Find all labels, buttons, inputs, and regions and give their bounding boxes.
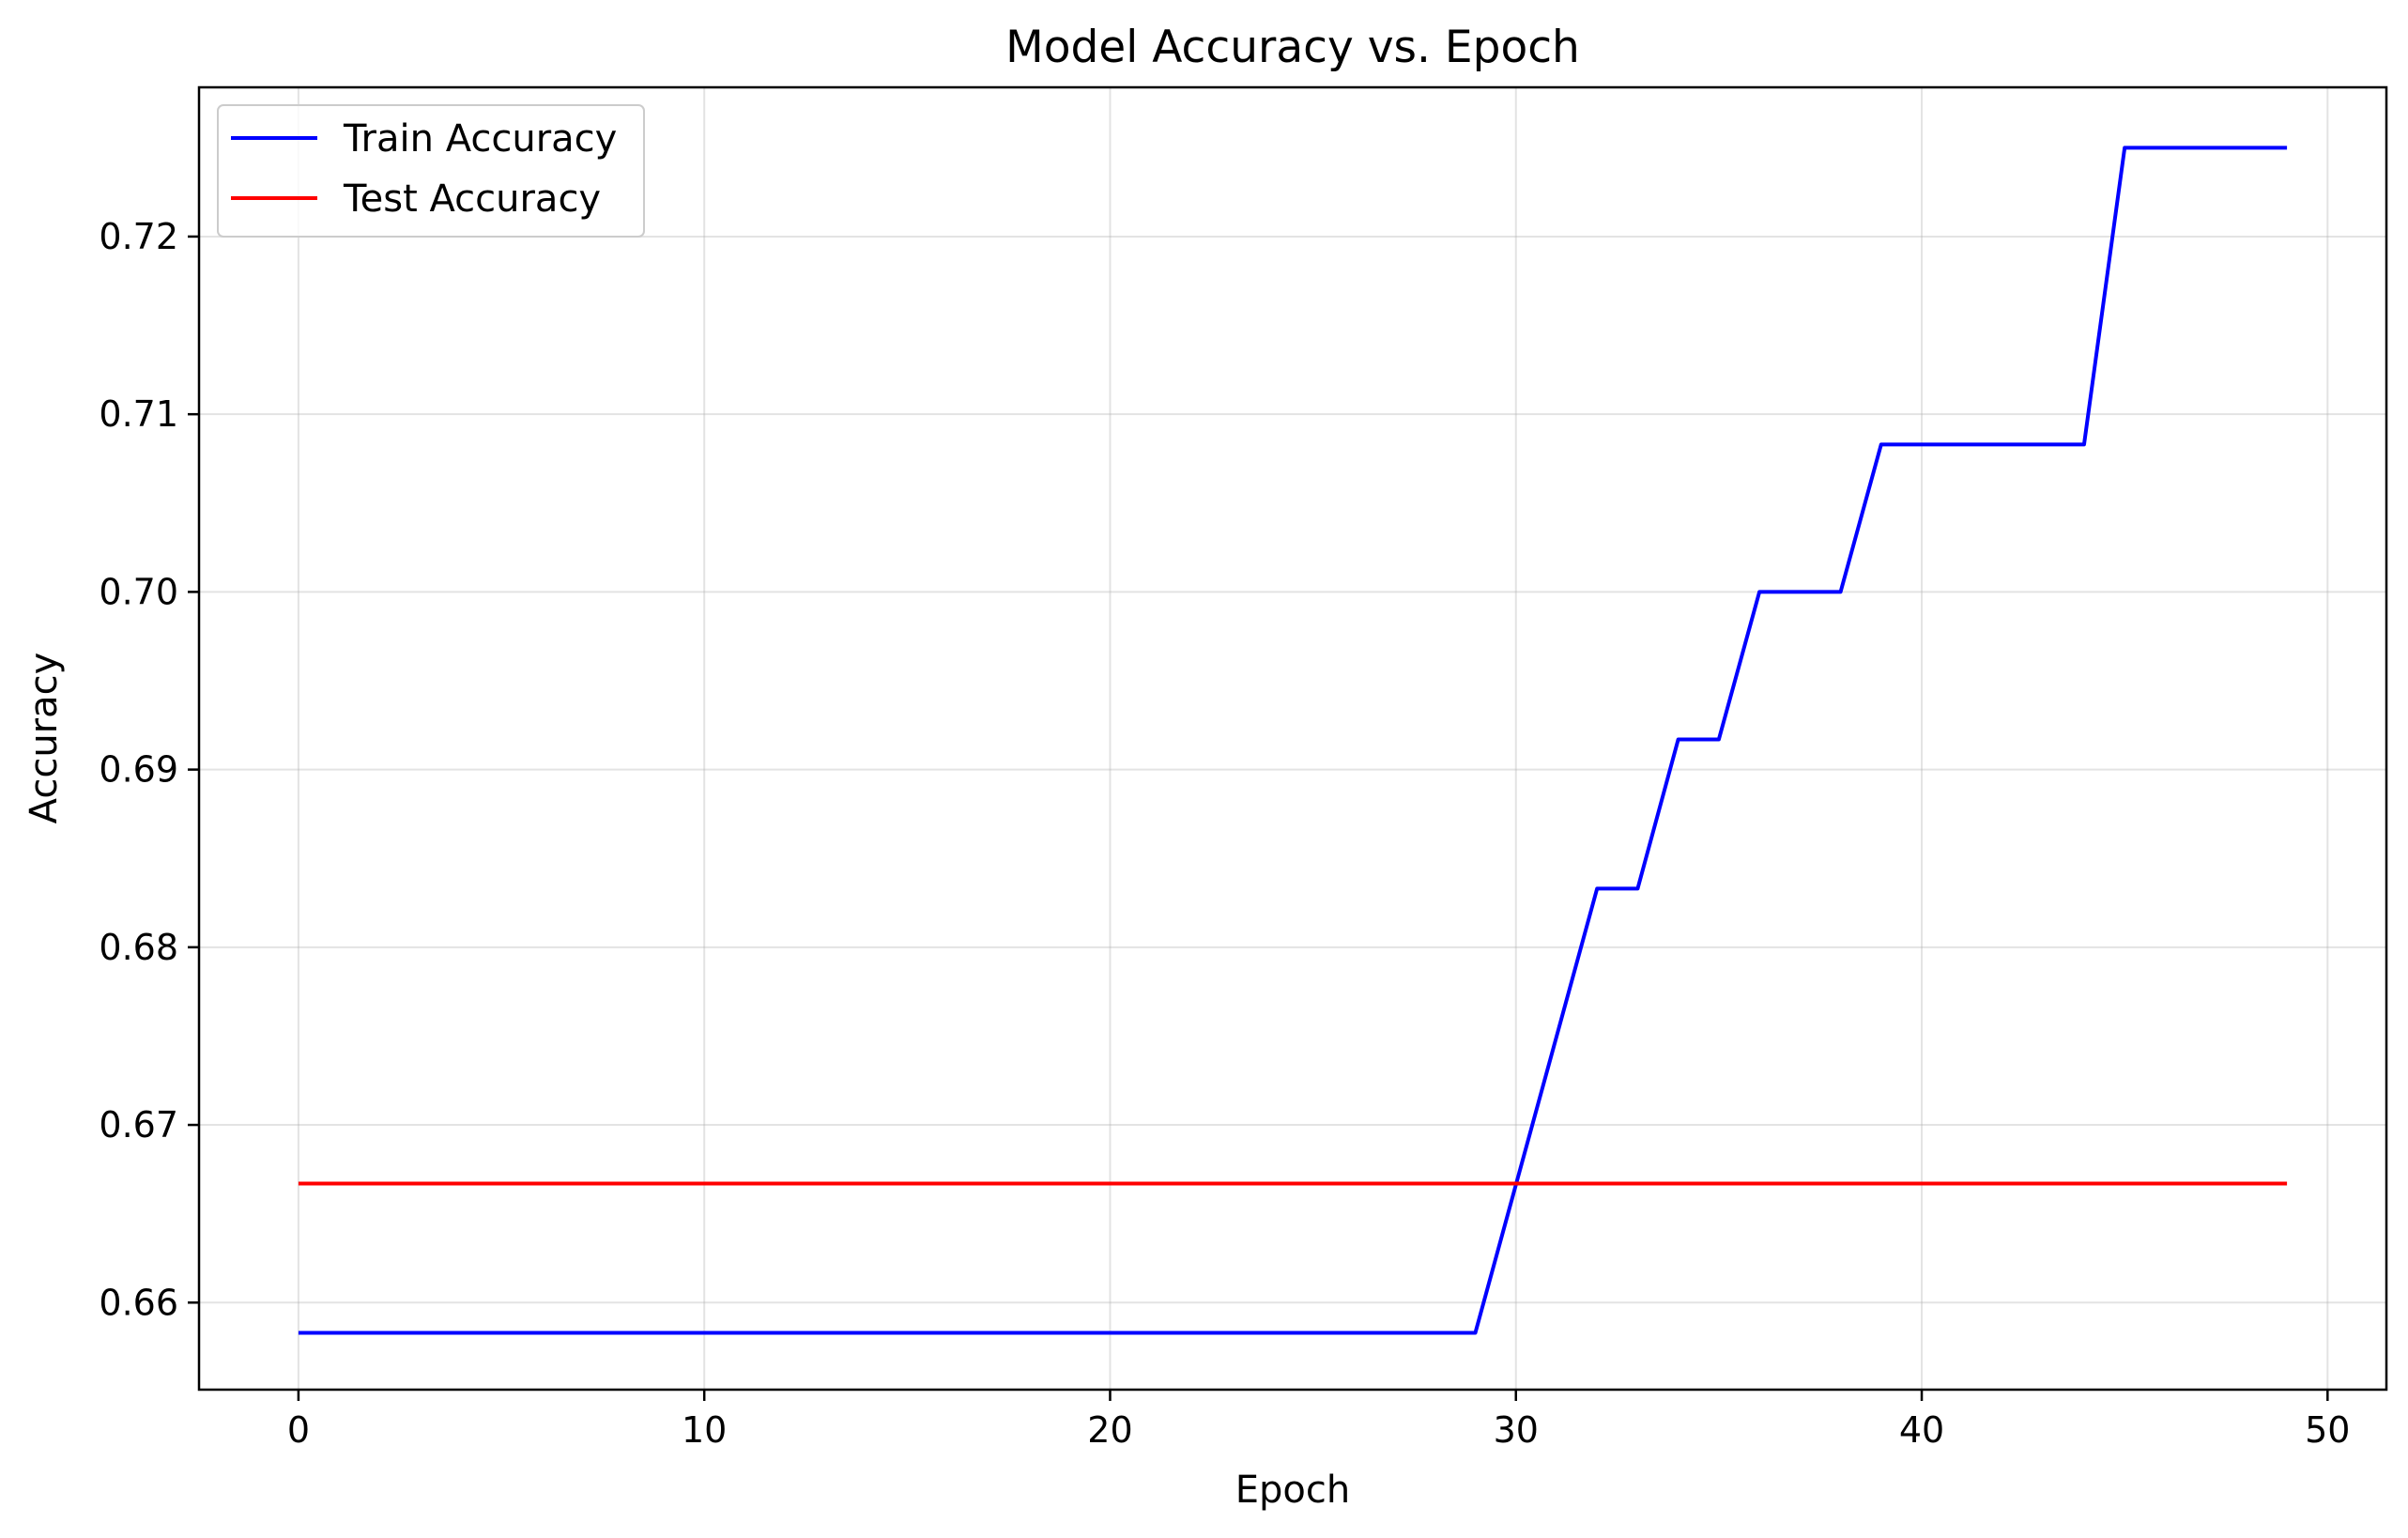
chart-title: Model Accuracy vs. Epoch <box>1005 22 1580 73</box>
x-tick-label: 50 <box>2305 1409 2350 1451</box>
x-axis-label: Epoch <box>1235 1469 1350 1512</box>
legend-box <box>217 104 645 238</box>
x-tick-label: 0 <box>287 1409 310 1451</box>
y-tick-label: 0.66 <box>99 1282 178 1323</box>
train-accuracy-line <box>298 146 2288 1335</box>
grid-layer <box>199 87 2386 1390</box>
tick-layer: 0 10 20 30 40 50 0.66 0.67 0.68 0.69 0.70 0.71 0.72 <box>99 216 2350 1451</box>
series-layer <box>298 146 2288 1335</box>
legend: Train Accuracy Test Accuracy <box>217 104 645 238</box>
y-axis-label: Accuracy <box>23 653 66 824</box>
y-tick-label: 0.70 <box>99 571 178 612</box>
y-tick-label: 0.67 <box>99 1104 178 1146</box>
y-tick-label: 0.72 <box>99 216 178 257</box>
legend-label-test: Test Accuracy <box>343 177 601 221</box>
plot-area-frame <box>197 85 2388 1392</box>
y-tick-label: 0.68 <box>99 927 178 968</box>
y-tick-label: 0.69 <box>99 749 178 791</box>
x-tick-label: 10 <box>682 1409 727 1451</box>
legend-label-train: Train Accuracy <box>343 117 617 161</box>
y-tick-label: 0.71 <box>99 393 178 435</box>
x-tick-label: 30 <box>1494 1409 1539 1451</box>
x-tick-label: 20 <box>1087 1409 1132 1451</box>
x-tick-label: 40 <box>1899 1409 1944 1451</box>
